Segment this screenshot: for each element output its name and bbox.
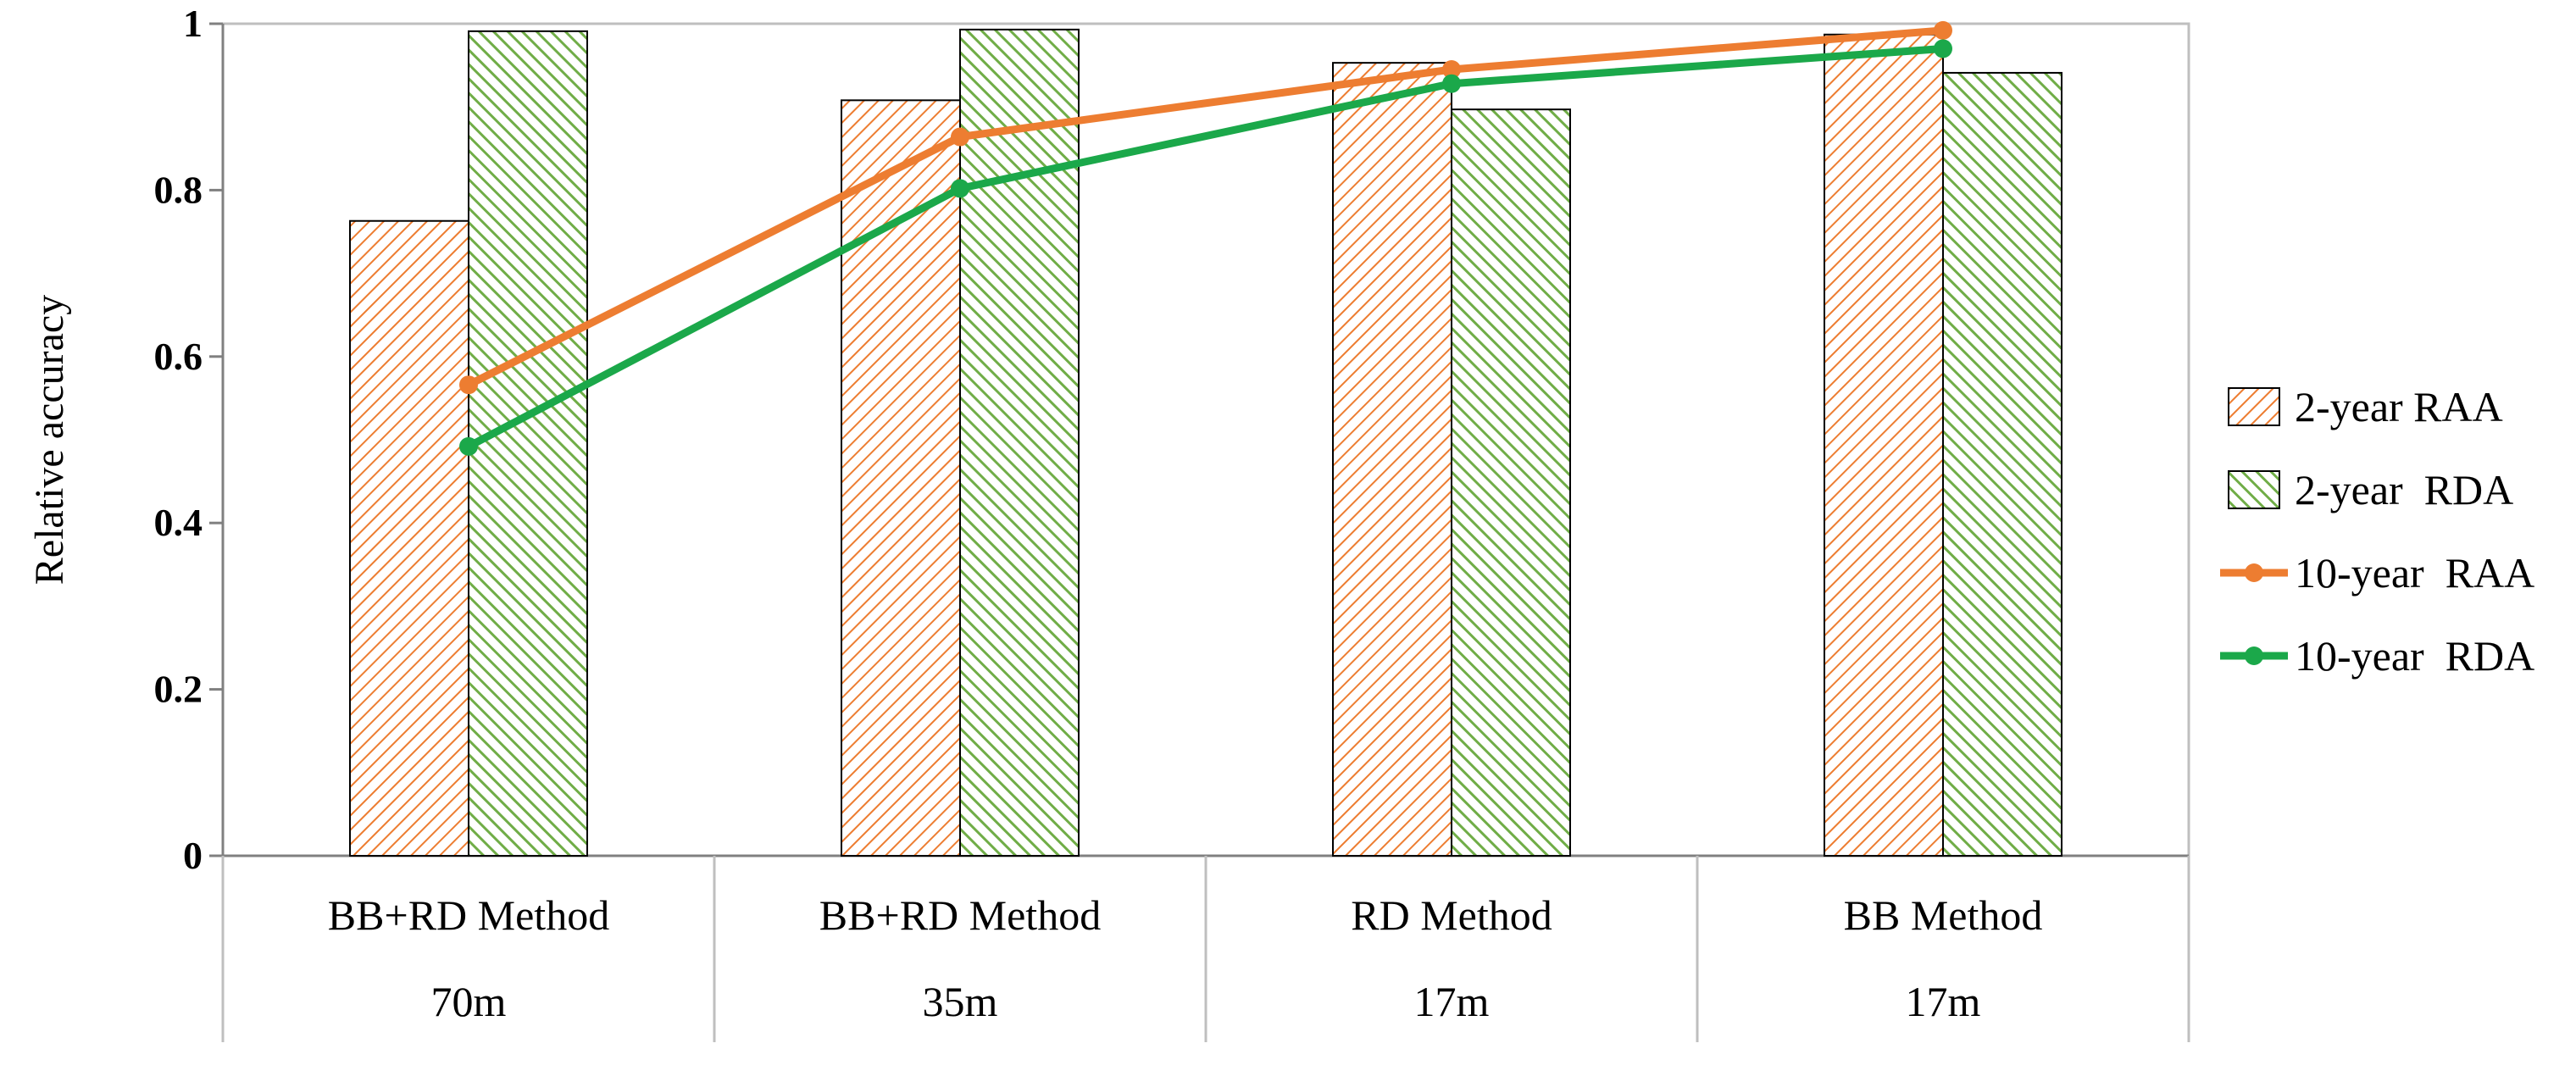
category-resolution-label: 17m: [1906, 978, 1981, 1025]
legend-swatch: [2228, 387, 2280, 426]
legend-label: 10-year RDA: [2295, 632, 2534, 680]
line-point: [951, 179, 969, 198]
category-resolution-label: 70m: [431, 978, 507, 1025]
bar: [1451, 108, 1571, 857]
category-resolution-label: 35m: [923, 978, 998, 1025]
legend-label: 2-year RAA: [2295, 383, 2503, 430]
legend-label: 2-year RDA: [2295, 466, 2513, 513]
legend-marker: [2245, 563, 2263, 582]
y-axis-title: Relative accuracy: [27, 295, 72, 585]
y-tick-label: 1: [183, 2, 203, 45]
bar: [1332, 62, 1452, 857]
y-tick-label: 0.6: [154, 335, 203, 378]
category-method-label: BB Method: [1844, 891, 2043, 939]
y-tick-label: 0.8: [154, 168, 203, 211]
y-tick-label: 0.4: [154, 501, 203, 544]
y-tick-label: 0: [183, 834, 203, 877]
category-resolution-label: 17m: [1414, 978, 1490, 1025]
line-point: [459, 436, 478, 456]
category-method-label: BB+RD Method: [819, 891, 1101, 939]
bar: [841, 99, 961, 857]
line-point: [951, 127, 969, 147]
bar: [349, 219, 469, 857]
series-line: [466, 44, 1944, 450]
legend-swatch: [2228, 470, 2280, 509]
bar: [1824, 33, 1944, 857]
series-line: [466, 26, 1944, 389]
line-point: [1934, 20, 1952, 40]
legend-label: 10-year RAA: [2295, 549, 2534, 597]
bar: [959, 28, 1080, 857]
legend-marker: [2245, 646, 2263, 665]
bar: [1942, 71, 2062, 857]
bar: [468, 30, 588, 857]
y-tick-label: 0.2: [154, 668, 203, 711]
line-point: [1934, 39, 1952, 58]
category-method-label: RD Method: [1351, 891, 1552, 939]
line-point: [1442, 60, 1461, 80]
category-method-label: BB+RD Method: [328, 891, 609, 939]
line-point: [1442, 74, 1461, 93]
line-point: [459, 375, 478, 395]
